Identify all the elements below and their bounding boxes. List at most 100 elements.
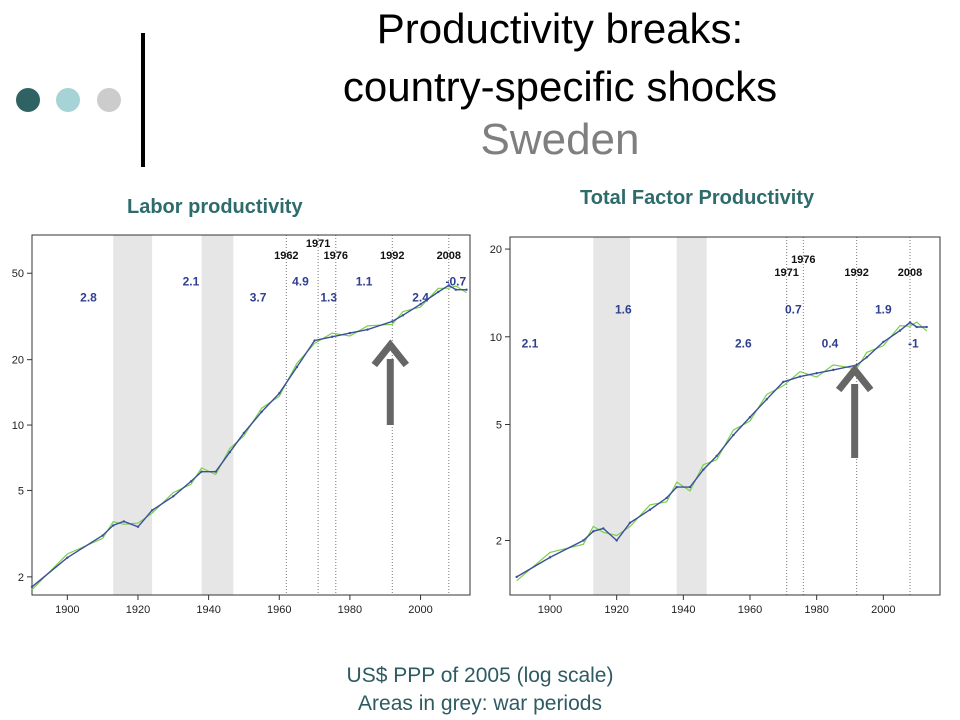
series-point <box>675 485 678 489</box>
growth-rate-label: 0.4 <box>822 336 839 350</box>
series-point <box>260 410 263 414</box>
series-point <box>242 431 246 435</box>
series-trend-line <box>31 284 467 588</box>
title-divider <box>141 33 145 167</box>
series-point <box>515 575 518 579</box>
footer-war-note: Areas in grey: war periods <box>358 692 602 715</box>
y-tick-label-2: 2 <box>18 572 24 584</box>
slide-title-line1: Productivity breaks: <box>376 5 744 52</box>
x-tick-label-1960: 1960 <box>267 604 291 616</box>
series-point <box>401 314 405 317</box>
series-point <box>915 325 918 329</box>
series-point <box>592 530 595 533</box>
series-point <box>366 328 369 331</box>
series-point <box>419 303 422 306</box>
series-point <box>665 496 668 500</box>
x-tick-label-1920: 1920 <box>126 604 150 616</box>
series-point <box>228 450 232 454</box>
series-point <box>782 380 785 384</box>
slide-title-line2: country-specific shocks <box>342 63 778 110</box>
growth-rate-label: 0.7 <box>785 303 802 317</box>
x-tick-label-1980: 1980 <box>338 604 362 616</box>
series-actual-line <box>516 321 928 582</box>
series-point <box>602 527 605 530</box>
war-period-band-1 <box>676 237 707 595</box>
series-point <box>815 371 818 375</box>
series-point <box>832 368 835 372</box>
y-tick-label-2: 2 <box>496 535 502 547</box>
slide-subtitle-country: Sweden <box>480 115 640 164</box>
series-point <box>732 433 735 437</box>
series-point <box>348 331 352 335</box>
series-point <box>200 470 203 473</box>
y-tick-label-20: 20 <box>490 244 502 256</box>
series-point <box>136 525 140 529</box>
growth-rate-label: -0.7 <box>446 274 467 288</box>
y-tick-label-5: 5 <box>18 485 24 497</box>
series-point <box>30 585 34 588</box>
series-point <box>615 539 618 542</box>
series-point <box>925 325 928 329</box>
series-point <box>214 470 217 473</box>
x-tick-label-1940: 1940 <box>196 604 220 616</box>
series-point <box>702 468 705 471</box>
x-tick-label-2000: 2000 <box>871 604 895 616</box>
series-point <box>447 284 451 287</box>
growth-rate-label: 1.9 <box>875 303 892 317</box>
series-point <box>295 365 299 369</box>
growth-rate-label: 2.1 <box>522 336 539 350</box>
series-point <box>908 321 912 324</box>
series-point <box>313 339 316 342</box>
growth-rate-label: 2.4 <box>412 291 429 305</box>
y-tick-label-5: 5 <box>496 420 502 432</box>
series-point <box>582 539 585 542</box>
series-point <box>331 335 334 338</box>
series-point <box>548 556 552 559</box>
plot-frame <box>509 236 941 596</box>
series-point <box>112 524 115 527</box>
x-tick-label-1920: 1920 <box>604 604 628 616</box>
x-tick-label-1940: 1940 <box>671 604 695 616</box>
x-tick-label-1960: 1960 <box>738 604 762 616</box>
series-point <box>715 454 718 458</box>
break-year-label-1976: 1976 <box>324 250 348 262</box>
y-tick-label-20: 20 <box>12 355 24 367</box>
break-year-label-2008: 2008 <box>898 267 922 279</box>
series-point <box>798 375 802 378</box>
series-point <box>150 509 154 512</box>
growth-rate-label: 2.6 <box>735 336 752 350</box>
growth-rate-label: 2.8 <box>80 291 97 305</box>
series-point <box>454 288 458 291</box>
series-point <box>855 363 858 367</box>
break-year-label-1976: 1976 <box>791 254 815 266</box>
growth-rate-label: 1.1 <box>356 274 373 288</box>
tfp-title: Total Factor Productivity <box>580 187 815 209</box>
x-tick-label-1900: 1900 <box>55 604 79 616</box>
series-point <box>882 340 885 344</box>
break-year-label-1962: 1962 <box>274 250 298 262</box>
series-point <box>688 485 692 489</box>
series-point <box>278 392 281 395</box>
plot-frame <box>31 234 471 596</box>
break-year-label-1971: 1971 <box>774 267 798 279</box>
series-trend-line <box>516 321 927 578</box>
series-actual-line <box>31 285 467 591</box>
series-point <box>648 508 652 511</box>
series-point <box>628 521 632 524</box>
series-point <box>465 288 468 291</box>
y-tick-label-50: 50 <box>12 268 24 280</box>
break-year-label-1992: 1992 <box>844 267 868 279</box>
break-arrow-head <box>835 364 874 393</box>
growth-rate-label: 2.1 <box>183 274 200 288</box>
series-point <box>437 290 440 294</box>
war-period-band-0 <box>593 237 630 595</box>
growth-rate-label: -1 <box>908 336 919 350</box>
series-point <box>101 534 104 537</box>
series-point <box>172 495 175 498</box>
growth-rate-label: 1.6 <box>615 303 632 317</box>
series-point <box>391 320 394 323</box>
bullet-dot-light <box>56 88 80 112</box>
labor-productivity-title: Labor productivity <box>127 196 303 218</box>
y-tick-label-10: 10 <box>12 420 24 432</box>
